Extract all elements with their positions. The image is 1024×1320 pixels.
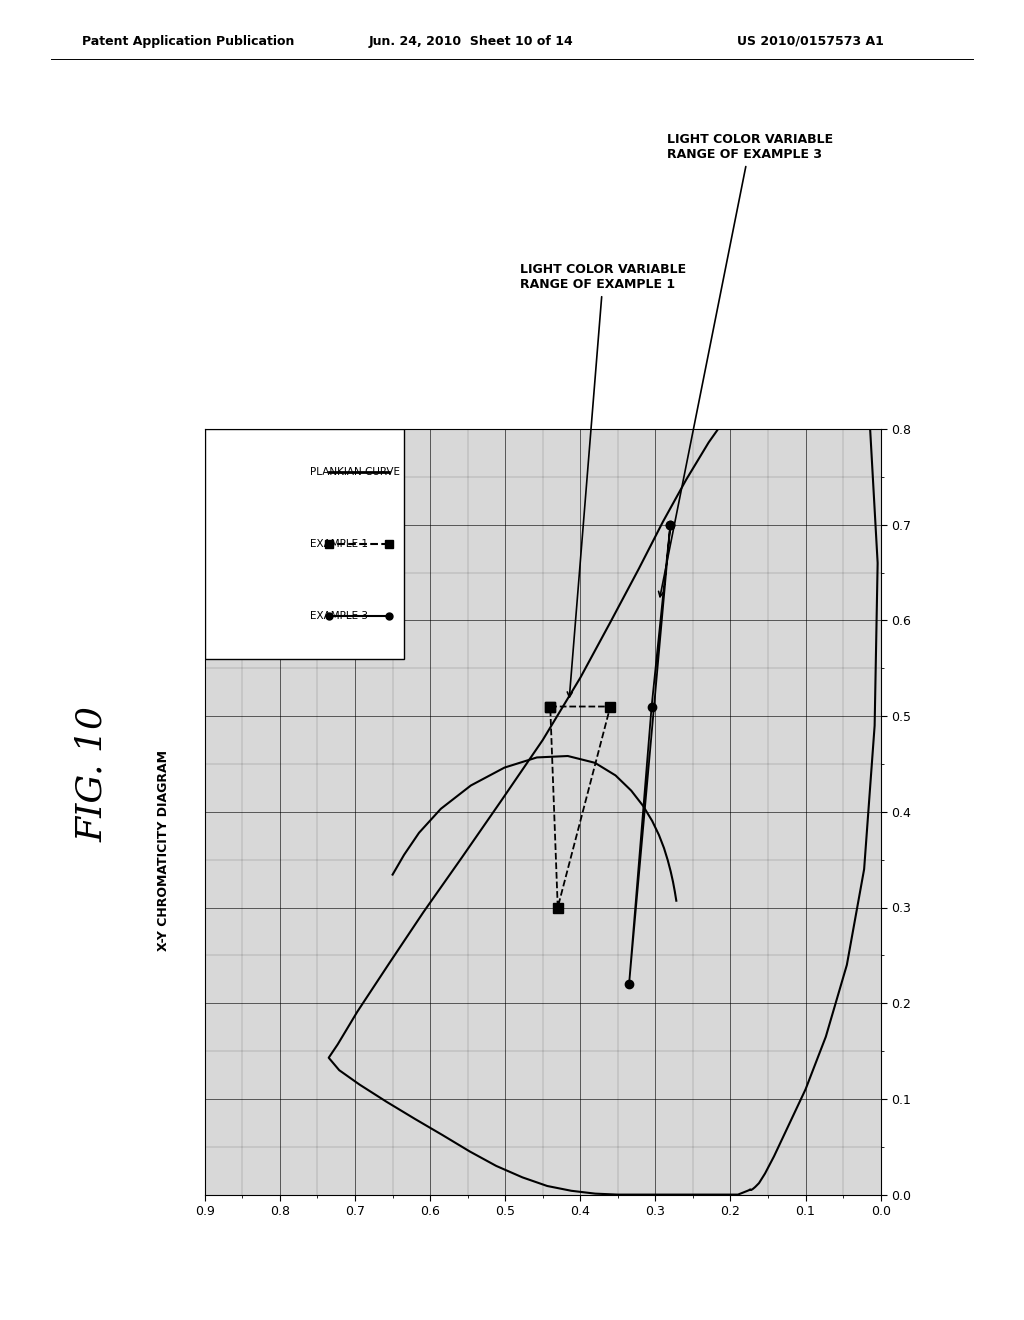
Text: LIGHT COLOR VARIABLE
RANGE OF EXAMPLE 1: LIGHT COLOR VARIABLE RANGE OF EXAMPLE 1: [520, 263, 686, 697]
Text: FIG. 10: FIG. 10: [75, 705, 110, 842]
Text: US 2010/0157573 A1: US 2010/0157573 A1: [737, 34, 884, 48]
Bar: [205, 429, 403, 659]
Text: PLANKIAN CURVE: PLANKIAN CURVE: [310, 467, 400, 477]
Text: EXAMPLE 1: EXAMPLE 1: [310, 539, 368, 549]
Text: EXAMPLE 3: EXAMPLE 3: [310, 611, 368, 620]
Text: LIGHT COLOR VARIABLE
RANGE OF EXAMPLE 3: LIGHT COLOR VARIABLE RANGE OF EXAMPLE 3: [658, 133, 833, 597]
Text: X-Y CHROMATICITY DIAGRAM: X-Y CHROMATICITY DIAGRAM: [158, 750, 170, 950]
Text: Jun. 24, 2010  Sheet 10 of 14: Jun. 24, 2010 Sheet 10 of 14: [369, 34, 573, 48]
Text: Patent Application Publication: Patent Application Publication: [82, 34, 294, 48]
